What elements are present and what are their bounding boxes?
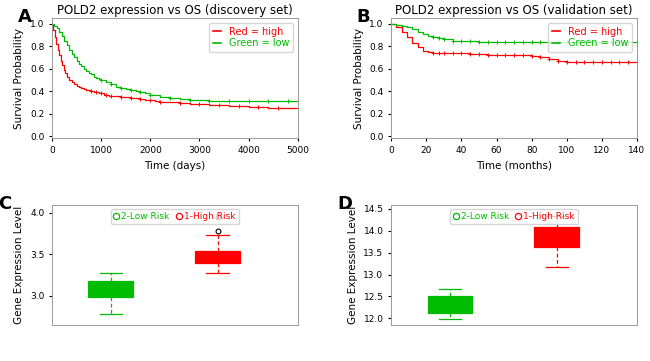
Title: POLD2 expression vs OS (discovery set): POLD2 expression vs OS (discovery set): [57, 4, 292, 17]
Title: POLD2 expression vs OS (validation set): POLD2 expression vs OS (validation set): [395, 4, 633, 17]
Text: B: B: [357, 8, 370, 26]
Legend: Red = high, Green = low: Red = high, Green = low: [549, 23, 632, 52]
X-axis label: Time (days): Time (days): [144, 161, 205, 171]
PathPatch shape: [534, 227, 579, 247]
Text: D: D: [337, 195, 352, 213]
Y-axis label: Survival Probability: Survival Probability: [354, 28, 363, 129]
Y-axis label: Gene Expression Level: Gene Expression Level: [348, 206, 358, 324]
PathPatch shape: [88, 281, 133, 297]
PathPatch shape: [428, 296, 473, 313]
PathPatch shape: [195, 252, 240, 264]
Y-axis label: Gene Expression Level: Gene Expression Level: [14, 206, 25, 324]
X-axis label: Time (months): Time (months): [476, 161, 552, 171]
Text: A: A: [18, 8, 31, 26]
Legend: 2-Low Risk, 1-High Risk: 2-Low Risk, 1-High Risk: [450, 209, 578, 225]
Legend: Red = high, Green = low: Red = high, Green = low: [209, 23, 293, 52]
Y-axis label: Survival Probability: Survival Probability: [14, 28, 25, 129]
Legend: 2-Low Risk, 1-High Risk: 2-Low Risk, 1-High Risk: [111, 209, 239, 225]
Text: C: C: [0, 195, 11, 213]
